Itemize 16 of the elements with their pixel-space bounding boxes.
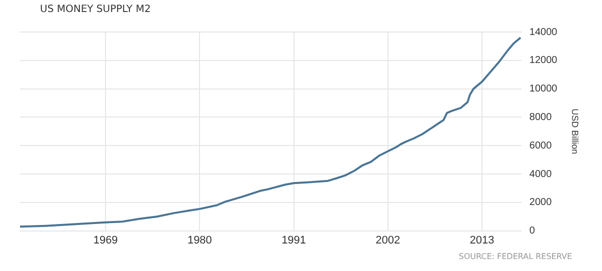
y-tick-label: 4000 (529, 168, 552, 180)
x-tick-label: 1991 (282, 234, 306, 246)
y-tick-label: 12000 (529, 55, 558, 66)
x-tick-label: 2013 (470, 234, 494, 246)
y-tick-label: 6000 (529, 140, 552, 152)
y-tick-label: 10000 (529, 84, 558, 95)
y-tick-label: 2000 (529, 197, 552, 208)
source-note: SOURCE: FEDERAL RESERVE (458, 252, 572, 261)
y-tick-label: 0 (529, 226, 536, 237)
y-tick-label: 14000 (529, 26, 558, 38)
x-tick-label: 1969 (93, 234, 118, 246)
chart-title: US MONEY SUPPLY M2 (40, 4, 151, 15)
x-tick-label: 2002 (376, 234, 400, 246)
x-tick-label: 1980 (187, 234, 212, 246)
y-tick-label: 8000 (529, 112, 552, 123)
y-axis-title: USD Billion (570, 108, 580, 154)
